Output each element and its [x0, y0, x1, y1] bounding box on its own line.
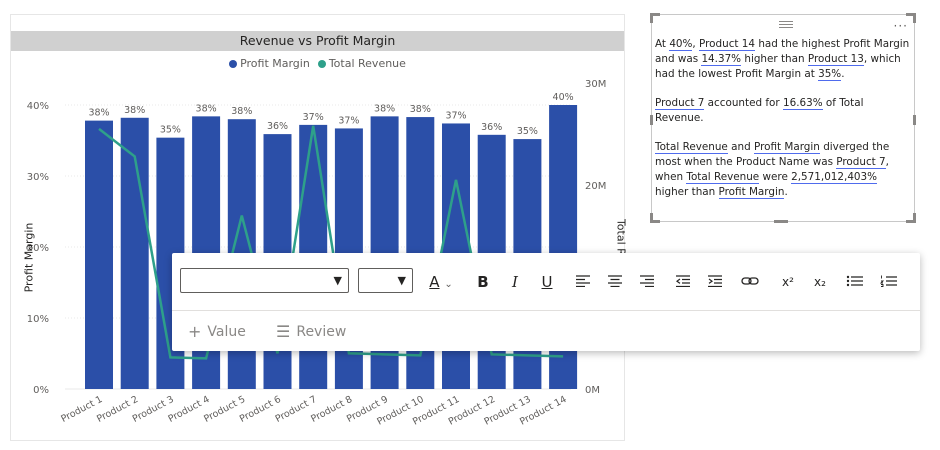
drag-grip-icon[interactable]: [779, 21, 793, 30]
y-tick-label-left: 0%: [33, 385, 49, 396]
numbered-list-icon: [879, 275, 897, 287]
y-tick-label-left: 40%: [27, 101, 49, 112]
legend-dot-icon: [317, 60, 326, 68]
format-toolbar: ▼ ▼ A ⌄ B I U x² x₂: [172, 253, 920, 351]
font-color-button[interactable]: A ⌄: [424, 272, 458, 292]
resize-handle[interactable]: [913, 13, 916, 23]
bar-data-label: 36%: [481, 122, 502, 133]
resize-handle[interactable]: [650, 213, 653, 223]
superscript-button[interactable]: x²: [782, 275, 794, 289]
y-tick-label-left: 20%: [27, 243, 49, 254]
narrative-textbox[interactable]: ··· At 40%, Product 14 had the highest P…: [650, 13, 916, 223]
font-size-select[interactable]: ▼: [358, 268, 413, 293]
resize-handle[interactable]: [650, 13, 660, 16]
resize-handle[interactable]: [913, 213, 916, 223]
align-center-icon: [608, 275, 622, 288]
narrative-paragraph: At 40%, Product 14 had the highest Profi…: [655, 38, 910, 81]
bulleted-list-button[interactable]: [844, 272, 866, 292]
list-icon: ☰: [276, 322, 291, 341]
y-tick-label-right: 0M: [585, 385, 600, 396]
resize-handle[interactable]: [906, 13, 916, 16]
bar-data-label: 38%: [410, 104, 431, 115]
narrative-paragraph: Total Revenue and Profit Margin diverged…: [655, 141, 890, 199]
align-center-button[interactable]: [604, 272, 626, 292]
italic-button[interactable]: I: [512, 273, 518, 291]
toolbar-actions-row: + Value ☰ Review: [172, 311, 920, 351]
align-left-icon: [576, 275, 590, 288]
bulleted-list-icon: [846, 275, 863, 287]
legend-item-profit-margin[interactable]: Profit Margin: [229, 57, 310, 70]
bar-data-label: 38%: [374, 103, 395, 114]
chevron-down-icon: ▼: [333, 274, 342, 287]
resize-handle[interactable]: [906, 220, 916, 223]
bar-data-label: 35%: [160, 125, 181, 136]
y-tick-label-right: 30M: [585, 79, 606, 90]
decrease-indent-button[interactable]: [672, 272, 694, 292]
resize-handle[interactable]: [774, 220, 788, 223]
legend-dot-icon: [229, 60, 238, 68]
bar-data-label: 37%: [338, 115, 359, 126]
bar-data-label: 36%: [267, 121, 288, 132]
font-color-icon: A: [429, 273, 440, 291]
align-left-button[interactable]: [572, 272, 594, 292]
more-options-icon[interactable]: ···: [893, 19, 908, 33]
narrative-paragraph: Product 7 accounted for 16.63% of Total …: [655, 97, 864, 124]
bar-data-label: 35%: [517, 126, 538, 137]
bar-data-label: 38%: [88, 108, 109, 119]
resize-handle[interactable]: [913, 115, 916, 125]
font-family-select[interactable]: ▼: [180, 268, 349, 293]
chart-visual[interactable]: Revenue vs Profit Margin Profit Margin To…: [10, 14, 628, 441]
legend-item-total-revenue[interactable]: Total Revenue: [317, 57, 406, 70]
bar-data-label: 38%: [196, 103, 217, 114]
bar-data-label: 37%: [445, 110, 466, 121]
resize-handle[interactable]: [650, 220, 660, 223]
link-icon: [741, 277, 759, 285]
bar-data-label: 40%: [553, 92, 574, 103]
align-right-icon: [640, 275, 654, 288]
bold-button[interactable]: B: [477, 273, 489, 291]
y-axis-label-left: Profit Margin: [22, 222, 36, 293]
chevron-down-icon: ⌄: [444, 279, 453, 290]
y-tick-label-right: 20M: [585, 181, 606, 192]
subscript-button[interactable]: x₂: [814, 275, 826, 289]
y-tick-label-left: 10%: [27, 314, 49, 325]
review-button[interactable]: ☰ Review: [276, 322, 347, 341]
toolbar-format-row: ▼ ▼ A ⌄ B I U x² x₂: [172, 253, 920, 311]
numbered-list-button[interactable]: [878, 272, 900, 292]
bar-data-label: 37%: [303, 112, 324, 123]
bar-data-label: 38%: [124, 105, 145, 116]
increase-indent-icon: [708, 275, 722, 288]
resize-handle[interactable]: [650, 13, 653, 23]
bar-profit-margin: [85, 120, 113, 390]
bar-data-label: 38%: [231, 106, 252, 117]
y-tick-label-left: 30%: [27, 172, 49, 183]
chart-plot: 40%30%20%10%0% 30M20M10M0M 38%38%35%38%3…: [27, 79, 607, 428]
chart-title: Revenue vs Profit Margin: [11, 31, 624, 51]
decrease-indent-icon: [675, 275, 690, 288]
align-right-button[interactable]: [636, 272, 658, 292]
narrative-content[interactable]: At 40%, Product 14 had the highest Profi…: [655, 37, 911, 214]
chart-legend: Profit Margin Total Revenue: [11, 57, 624, 70]
add-value-button[interactable]: + Value: [188, 322, 246, 341]
plus-icon: +: [188, 322, 202, 341]
underline-button[interactable]: U: [541, 273, 553, 291]
chevron-down-icon: ▼: [397, 274, 406, 287]
increase-indent-button[interactable]: [704, 272, 726, 292]
insert-link-button[interactable]: [738, 272, 762, 292]
resize-handle[interactable]: [650, 115, 653, 125]
